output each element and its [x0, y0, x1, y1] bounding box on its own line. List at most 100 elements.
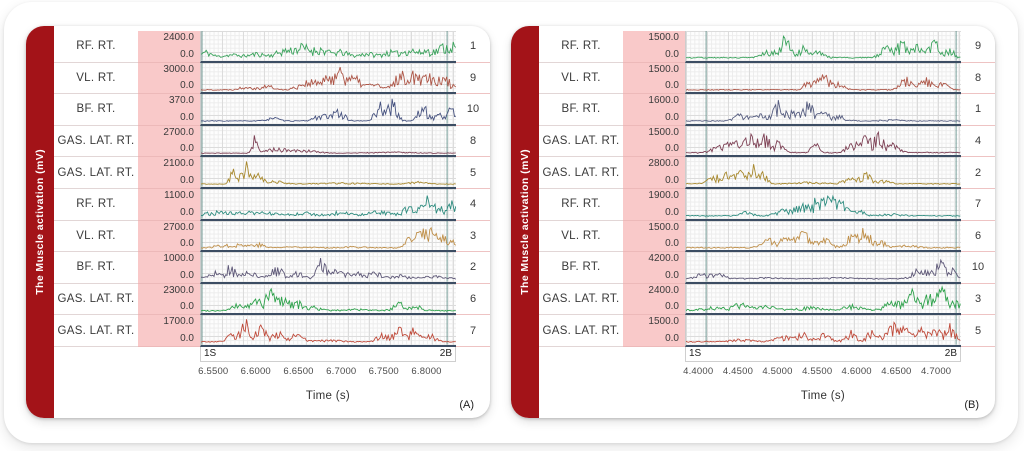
emg-signal-svg — [201, 62, 456, 93]
x-tick-label: 4.6000 — [841, 365, 872, 377]
emg-signal — [686, 227, 961, 249]
ymin-label: 0.0 — [180, 143, 194, 155]
ymin-label: 0.0 — [665, 206, 679, 218]
emg-signal-svg — [201, 252, 456, 282]
emg-signal — [686, 258, 961, 280]
y-range-cell: 1600.0 0.0 — [623, 94, 685, 126]
channel-number: 9 — [961, 31, 995, 63]
emg-signal-svg — [686, 94, 961, 124]
y-range-cell: 2800.0 0.0 — [623, 157, 685, 189]
ymax-label: 1500.0 — [648, 126, 679, 138]
emg-signal — [201, 161, 456, 186]
ymin-label: 0.0 — [180, 111, 194, 123]
muscle-name-label: RF. RT. — [54, 188, 138, 221]
panel-b-content: RF. RT. 1500.0 0.0 9 VL. RT. 1500.0 0.0 8 BF. RT… — [539, 26, 995, 418]
y-range-cell: 2100.0 0.0 — [138, 157, 200, 189]
emg-signal — [201, 258, 456, 280]
emg-signal-svg — [201, 315, 456, 345]
y-axis-title: The Muscle activation (mV) — [519, 149, 531, 295]
emg-plot — [685, 188, 961, 221]
x-axis-title: Time (s) — [800, 389, 846, 402]
muscle-row: RF. RT. 1500.0 0.0 9 — [539, 31, 995, 63]
y-axis-label-bar: The Muscle activation (mV) — [26, 26, 54, 418]
muscle-row: VL. RT. 3000.0 0.0 9 — [54, 62, 490, 95]
ymax-label: 1700.0 — [163, 316, 194, 328]
x-tick-label: 6.7000 — [326, 365, 357, 377]
y-range-cell: 1500.0 0.0 — [623, 125, 685, 158]
emg-signal-svg — [201, 220, 456, 251]
x-tick-label: 6.5500 — [198, 365, 229, 377]
x-axis-area: 1S 2B 6.5500 6.6000 6.6500 6.7000 6.7500 6.80… — [54, 346, 490, 402]
ymax-label: 2400.0 — [648, 284, 679, 296]
emg-plot — [685, 31, 961, 63]
muscle-row: VL. RT. 2700.0 0.0 3 — [54, 220, 490, 253]
muscle-row: GAS. LAT. RT. 2100.0 0.0 5 — [54, 157, 490, 189]
ymin-label: 0.0 — [665, 332, 679, 344]
emg-signal — [686, 100, 961, 123]
channel-number: 3 — [456, 220, 490, 253]
muscle-name-label: VL. RT. — [539, 220, 623, 253]
channel-number: 1 — [961, 94, 995, 126]
emg-signal — [201, 66, 456, 91]
range-strip: 1S 2B — [685, 346, 961, 362]
y-range-cell: 1700.0 0.0 — [138, 315, 200, 347]
y-axis-label-bar: The Muscle activation (mV) — [511, 26, 539, 418]
emg-signal — [201, 41, 456, 59]
y-range-cell: 2400.0 0.0 — [623, 283, 685, 316]
ymin-label: 0.0 — [665, 48, 679, 60]
emg-signal — [686, 194, 961, 217]
muscle-row: BF. RT. 1000.0 0.0 2 — [54, 252, 490, 284]
channel-number: 8 — [456, 125, 490, 158]
emg-rows-container: RF. RT. 1500.0 0.0 9 VL. RT. 1500.0 0.0 8 BF. RT… — [539, 31, 995, 347]
ymax-label: 1600.0 — [648, 95, 679, 107]
y-range-cell: 2400.0 0.0 — [138, 31, 200, 63]
muscle-row: GAS. LAT. RT. 2400.0 0.0 3 — [539, 283, 995, 316]
range-end-label: 2B — [439, 348, 452, 360]
range-start-label: 1S — [689, 348, 702, 360]
channel-number: 1 — [456, 31, 490, 63]
x-tick-label: 6.6500 — [283, 365, 314, 377]
emg-signal-svg — [201, 157, 456, 187]
ymax-label: 1000.0 — [163, 253, 194, 265]
y-range-cell: 1500.0 0.0 — [623, 315, 685, 347]
x-tick-label: 4.4500 — [722, 365, 754, 377]
panel-a: The Muscle activation (mV) RF. RT. 2400.0… — [26, 26, 490, 418]
y-range-cell: 1900.0 0.0 — [623, 188, 685, 221]
ymax-label: 3000.0 — [163, 63, 194, 75]
emg-signal — [201, 226, 456, 249]
ymin-label: 0.0 — [180, 48, 194, 60]
emg-signal-svg — [686, 157, 961, 187]
emg-signal — [686, 34, 961, 59]
ymin-label: 0.0 — [665, 111, 679, 123]
channel-number: 6 — [456, 283, 490, 316]
range-start-label: 1S — [204, 348, 217, 360]
emg-plot — [685, 157, 961, 189]
channel-number: 9 — [456, 62, 490, 95]
y-range-cell: 1100.0 0.0 — [138, 188, 200, 221]
muscle-name-label: BF. RT. — [54, 94, 138, 126]
muscle-row: GAS. LAT. RT. 1500.0 0.0 5 — [539, 315, 995, 347]
emg-plot — [200, 31, 456, 63]
muscle-row: RF. RT. 1900.0 0.0 7 — [539, 188, 995, 221]
emg-signal-svg — [686, 62, 961, 93]
emg-plot — [200, 283, 456, 316]
x-axis-area: 1S 2B 4.4000 4.4500 4.5000 4.5500 4.6000 4.65… — [539, 346, 995, 402]
y-range-cell: 2300.0 0.0 — [138, 283, 200, 316]
muscle-name-label: BF. RT. — [539, 252, 623, 284]
y-range-cell: 4200.0 0.0 — [623, 252, 685, 284]
channel-number: 7 — [456, 315, 490, 347]
muscle-row: GAS. LAT. RT. 2300.0 0.0 6 — [54, 283, 490, 316]
emg-signal-svg — [686, 31, 961, 61]
y-range-cell: 1500.0 0.0 — [623, 220, 685, 253]
muscle-row: GAS. LAT. RT. 2800.0 0.0 2 — [539, 157, 995, 189]
emg-plot — [200, 62, 456, 95]
channel-number: 7 — [961, 188, 995, 221]
emg-signal-svg — [201, 283, 456, 314]
range-strip: 1S 2B — [200, 346, 456, 362]
emg-signal-svg — [201, 31, 456, 61]
emg-plot — [200, 125, 456, 158]
muscle-row: BF. RT. 1600.0 0.0 1 — [539, 94, 995, 126]
emg-signal — [201, 287, 456, 312]
muscle-name-label: VL. RT. — [54, 220, 138, 253]
ymax-label: 2100.0 — [163, 158, 194, 170]
